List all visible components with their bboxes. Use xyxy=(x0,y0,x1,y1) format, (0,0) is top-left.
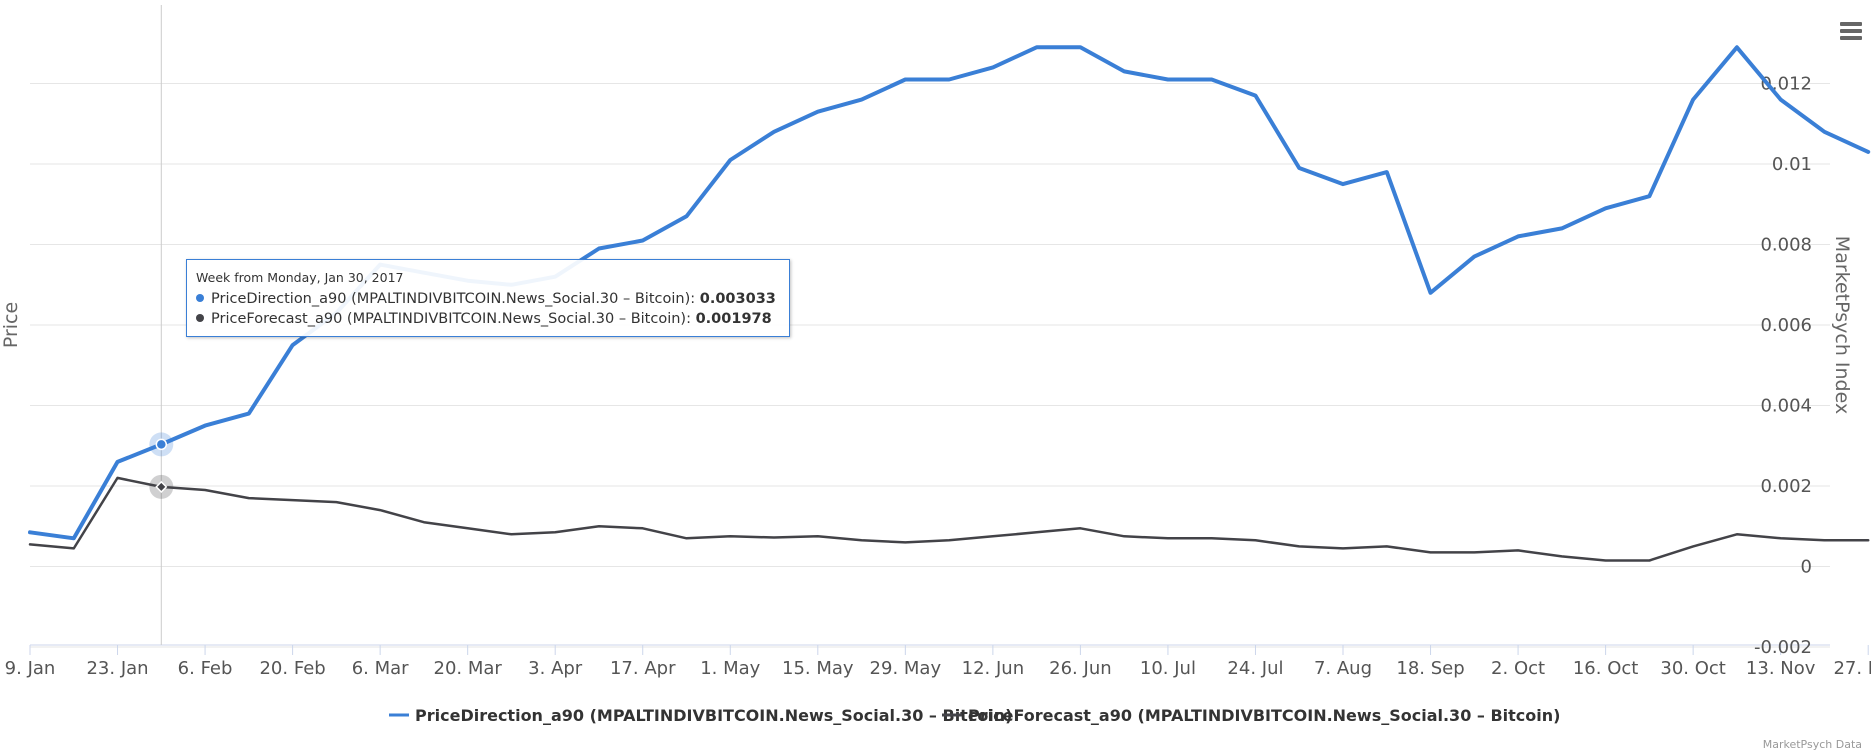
hover-markers xyxy=(149,432,174,499)
hover-marker xyxy=(155,480,168,493)
x-tick-label: 7. Aug xyxy=(1314,658,1372,679)
tooltip-label: PriceForecast_a90 (MPALTINDIVBITCOIN.New… xyxy=(211,311,696,327)
series-line-price-forecast xyxy=(28,476,1870,562)
legend-item[interactable]: PriceDirection_a90 (MPALTINDIVBITCOIN.Ne… xyxy=(389,706,1013,725)
x-tick-label: 2. Oct xyxy=(1491,658,1545,679)
x-tick-label: 18. Sep xyxy=(1396,658,1464,679)
menu-icon[interactable] xyxy=(1840,22,1862,42)
tooltip-row-price-forecast: PriceForecast_a90 (MPALTINDIVBITCOIN.New… xyxy=(196,309,780,329)
x-axis: 9. Jan 23. Jan 6. Feb 20. Feb 6. Mar 20. Mar 3… xyxy=(5,644,1871,679)
x-tick-label: 6. Feb xyxy=(178,658,233,679)
x-tick-label: 23. Jan xyxy=(86,658,148,679)
series-dot-icon xyxy=(196,294,204,302)
x-tick-label: 29. May xyxy=(870,658,942,679)
legend-label: PriceDirection_a90 (MPALTINDIVBITCOIN.Ne… xyxy=(415,706,1013,725)
legend: PriceDirection_a90 (MPALTINDIVBITCOIN.Ne… xyxy=(389,706,1560,725)
tooltip-row-price-direction: PriceDirection_a90 (MPALTINDIVBITCOIN.Ne… xyxy=(196,289,780,309)
grid-lines xyxy=(30,83,1830,648)
x-tick-label: 12. Jun xyxy=(962,658,1024,679)
x-tick-label: 27. Nov xyxy=(1833,658,1871,679)
x-tick-label: 26. Jun xyxy=(1049,658,1111,679)
y-tick-label: -0.002 xyxy=(1754,637,1812,658)
x-tick-label: 15. May xyxy=(782,658,854,679)
x-tick-label: 20. Feb xyxy=(259,658,325,679)
x-tick-label: 1. May xyxy=(700,658,760,679)
legend-item[interactable]: PriceForecast_a90 (MPALTINDIVBITCOIN.New… xyxy=(942,706,1560,725)
x-tick-label: 13. Nov xyxy=(1746,658,1816,679)
tooltip: Week from Monday, Jan 30, 2017 PriceDire… xyxy=(186,259,790,337)
y-tick-label: 0.008 xyxy=(1760,235,1812,256)
x-tick-label: 9. Jan xyxy=(5,658,56,679)
hover-marker xyxy=(155,438,168,451)
series-dot-icon xyxy=(196,314,204,322)
y-tick-label: 0.01 xyxy=(1772,154,1812,175)
credits: MarketPsych Data xyxy=(1763,738,1862,751)
tooltip-header: Week from Monday, Jan 30, 2017 xyxy=(196,270,404,285)
y-tick-label: 0.002 xyxy=(1760,476,1812,497)
y-tick-label: 0 xyxy=(1801,557,1812,578)
x-tick-label: 30. Oct xyxy=(1660,658,1725,679)
y-tick-label: 0.006 xyxy=(1760,315,1812,336)
y-tick-label: 0.004 xyxy=(1760,396,1812,417)
x-tick-label: 3. Apr xyxy=(528,658,583,679)
tooltip-label: PriceDirection_a90 (MPALTINDIVBITCOIN.Ne… xyxy=(211,291,700,307)
tooltip-value: 0.001978 xyxy=(695,311,772,327)
legend-label: PriceForecast_a90 (MPALTINDIVBITCOIN.New… xyxy=(968,706,1560,725)
x-tick-label: 20. Mar xyxy=(434,658,503,679)
tooltip-value: 0.003033 xyxy=(699,291,776,307)
x-tick-label: 10. Jul xyxy=(1140,658,1196,679)
x-tick-label: 6. Mar xyxy=(352,658,409,679)
y-axis-title-right: MarketPsych Index xyxy=(1831,236,1853,414)
x-tick-label: 17. Apr xyxy=(610,658,676,679)
x-tick-label: 16. Oct xyxy=(1573,658,1638,679)
x-tick-label: 24. Jul xyxy=(1227,658,1283,679)
y-axis-title-left: Price xyxy=(0,302,22,348)
